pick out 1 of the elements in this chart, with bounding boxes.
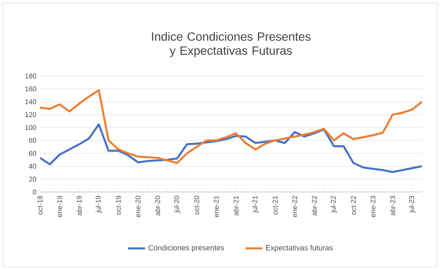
chart-title: Indice Condiciones Presentes y Expectativas Futuras xyxy=(152,32,311,58)
